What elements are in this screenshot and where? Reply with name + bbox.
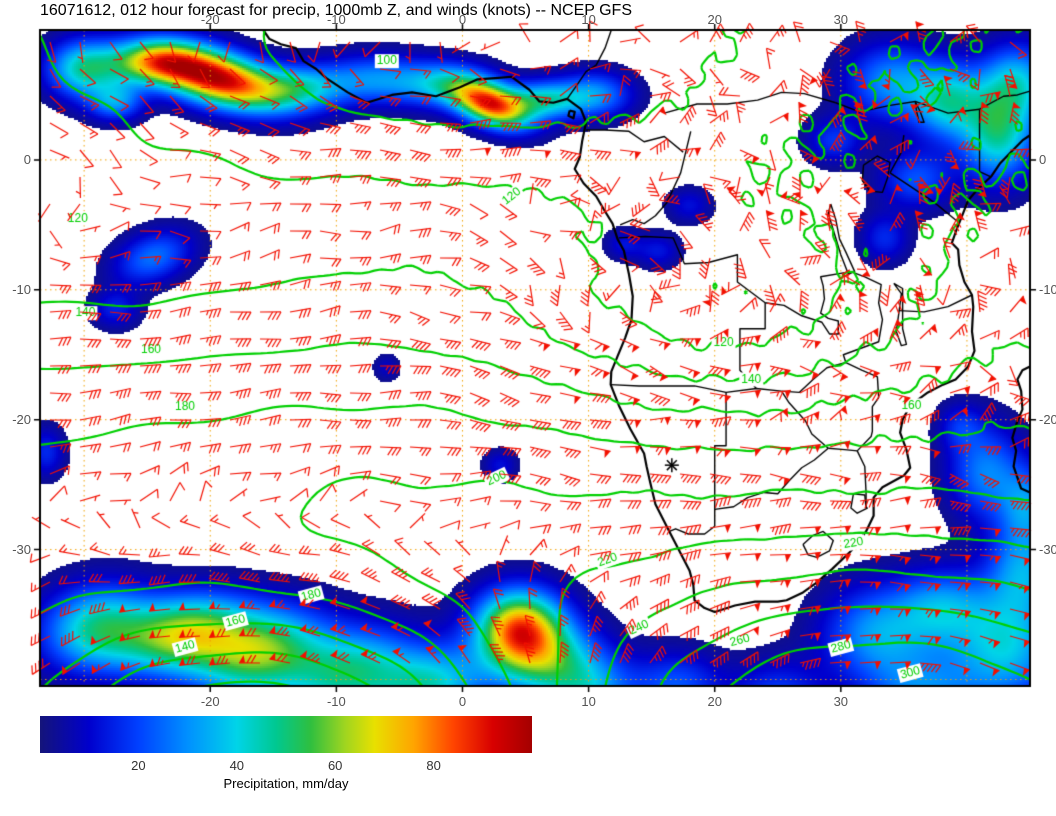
figure-title: 16071612, 012 hour forecast for precip, …	[40, 2, 632, 19]
y-axis-tick-label-right: -10	[1039, 281, 1056, 297]
x-axis-tick-label-bottom: 20	[707, 694, 722, 709]
x-axis-tick-label-bottom: 10	[581, 694, 596, 709]
colorbar-tick-label: 60	[327, 758, 343, 773]
x-axis-tick-label-bottom: -20	[200, 694, 220, 709]
colorbar-caption: Precipitation, mm/day	[223, 776, 349, 791]
colorbar-tick-label: 40	[229, 758, 245, 773]
y-axis-tick-label-left: 0	[23, 151, 31, 167]
x-axis-tick-label-top: 0	[458, 12, 467, 27]
y-axis-tick-label-right: -20	[1039, 411, 1056, 427]
x-axis-tick-label-top: 30	[833, 12, 849, 27]
x-axis-tick-label-top: 20	[707, 12, 722, 27]
x-axis-tick-label-top: -20	[200, 12, 220, 27]
y-axis-tick-label-left: -30	[12, 541, 31, 557]
map-canvas	[0, 0, 1056, 710]
colorbar: 20 40 60 80 Precipitation, mm/day	[0, 712, 1056, 812]
y-axis-tick-label-right: -30	[1039, 541, 1056, 557]
y-axis-tick-label-left: -20	[12, 411, 31, 427]
y-axis-tick-label-left: -10	[12, 281, 31, 297]
x-axis-tick-label-bottom: -10	[326, 694, 346, 709]
x-axis-tick-label-top: -10	[326, 12, 346, 27]
x-axis-tick-label-top: 10	[581, 12, 596, 27]
colorbar-tick-label: 20	[131, 758, 146, 773]
x-axis-tick-label-bottom: 30	[833, 694, 849, 709]
colorbar-tick-label: 80	[426, 758, 441, 773]
x-axis-tick-label-bottom: 0	[458, 694, 467, 709]
y-axis-tick-label-right: 0	[1039, 151, 1047, 167]
colorbar-gradient	[40, 716, 532, 753]
